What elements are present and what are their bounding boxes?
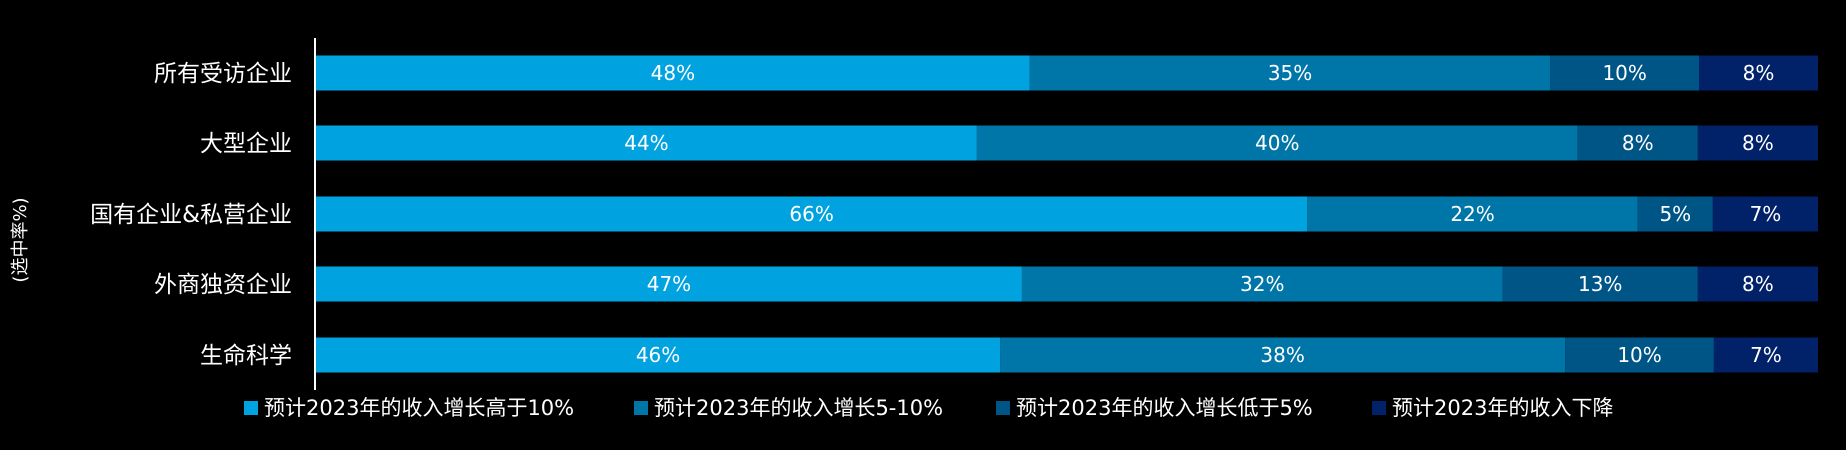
data-label: 8% bbox=[1622, 131, 1654, 155]
bar-segment bbox=[1637, 196, 1713, 232]
category-label: 所有受访企业 bbox=[154, 61, 292, 87]
category-label: 外商独资企业 bbox=[154, 272, 292, 298]
data-label: 13% bbox=[1578, 272, 1622, 296]
bar-segment bbox=[1502, 266, 1698, 302]
data-label: 48% bbox=[651, 61, 695, 85]
data-label: 66% bbox=[789, 202, 833, 226]
data-label: 5% bbox=[1659, 202, 1691, 226]
y-axis-label: (选中率%) bbox=[10, 197, 31, 282]
legend-label: 预计2023年的收入下降 bbox=[1392, 396, 1613, 420]
bar-segment bbox=[316, 266, 1022, 302]
bar-segment bbox=[1697, 266, 1818, 302]
bar-segment bbox=[316, 337, 1001, 373]
bar-rows: 所有受访企业 48% 35% 10% 8% 大型企业 44% 40% 8% 8% 国有企业&私营企业… bbox=[90, 55, 1818, 373]
bar-segment bbox=[1550, 55, 1700, 91]
data-label: 7% bbox=[1750, 202, 1782, 226]
data-label: 40% bbox=[1255, 131, 1299, 155]
data-label: 8% bbox=[1742, 272, 1774, 296]
bar-segment bbox=[316, 55, 1030, 91]
bar-segment bbox=[316, 125, 977, 161]
bar-segment bbox=[1712, 196, 1818, 232]
bar-segment bbox=[1565, 337, 1714, 373]
data-label: 44% bbox=[624, 131, 668, 155]
category-label: 大型企业 bbox=[200, 131, 292, 157]
legend: 预计2023年的收入增长高于10% 预计2023年的收入增长5-10% 预计2023… bbox=[244, 396, 1613, 420]
bar-segment bbox=[1699, 55, 1818, 91]
category-label: 生命科学 bbox=[200, 343, 292, 369]
bar-segment bbox=[1577, 125, 1698, 161]
legend-swatch bbox=[634, 401, 648, 415]
category-label: 国有企业&私营企业 bbox=[90, 202, 292, 228]
legend-label: 预计2023年的收入增长高于10% bbox=[264, 396, 574, 420]
data-label: 8% bbox=[1743, 61, 1775, 85]
data-label: 46% bbox=[636, 343, 680, 367]
bar-segment bbox=[1021, 266, 1503, 302]
data-label: 10% bbox=[1602, 61, 1646, 85]
bar-segment bbox=[316, 196, 1308, 232]
data-label: 22% bbox=[1450, 202, 1494, 226]
legend-swatch bbox=[244, 401, 258, 415]
data-label: 7% bbox=[1750, 343, 1782, 367]
bar-segment bbox=[976, 125, 1578, 161]
bar-segment bbox=[1697, 125, 1818, 161]
legend-swatch bbox=[1372, 401, 1386, 415]
data-label: 47% bbox=[647, 272, 691, 296]
data-label: 32% bbox=[1240, 272, 1284, 296]
bar-segment bbox=[1307, 196, 1638, 232]
bar-segment bbox=[1713, 337, 1818, 373]
legend-swatch bbox=[996, 401, 1010, 415]
data-label: 10% bbox=[1617, 343, 1661, 367]
data-label: 35% bbox=[1268, 61, 1312, 85]
data-label: 38% bbox=[1260, 343, 1304, 367]
bar-segment bbox=[1000, 337, 1566, 373]
legend-label: 预计2023年的收入增长5-10% bbox=[654, 396, 943, 420]
data-label: 8% bbox=[1742, 131, 1774, 155]
bar-segment bbox=[1029, 55, 1551, 91]
legend-label: 预计2023年的收入增长低于5% bbox=[1016, 396, 1313, 420]
